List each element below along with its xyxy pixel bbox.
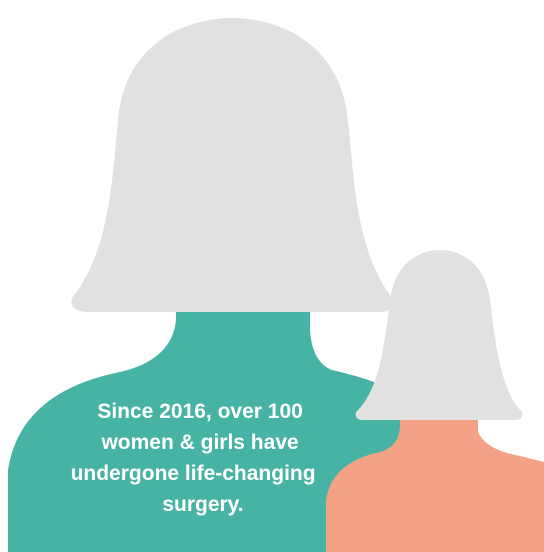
caption-line: surgery. (162, 493, 243, 516)
caption-line: undergone life-changing (71, 462, 316, 485)
illustration: Since 2016, over 100 women & girls have … (0, 0, 544, 552)
caption-line: women & girls have (100, 431, 298, 454)
caption-line: Since 2016, over 100 (97, 400, 302, 423)
child-head (356, 250, 523, 420)
page: {"caption": {"lines": ["Since 2016, over… (0, 0, 544, 552)
adult-head (71, 18, 392, 312)
